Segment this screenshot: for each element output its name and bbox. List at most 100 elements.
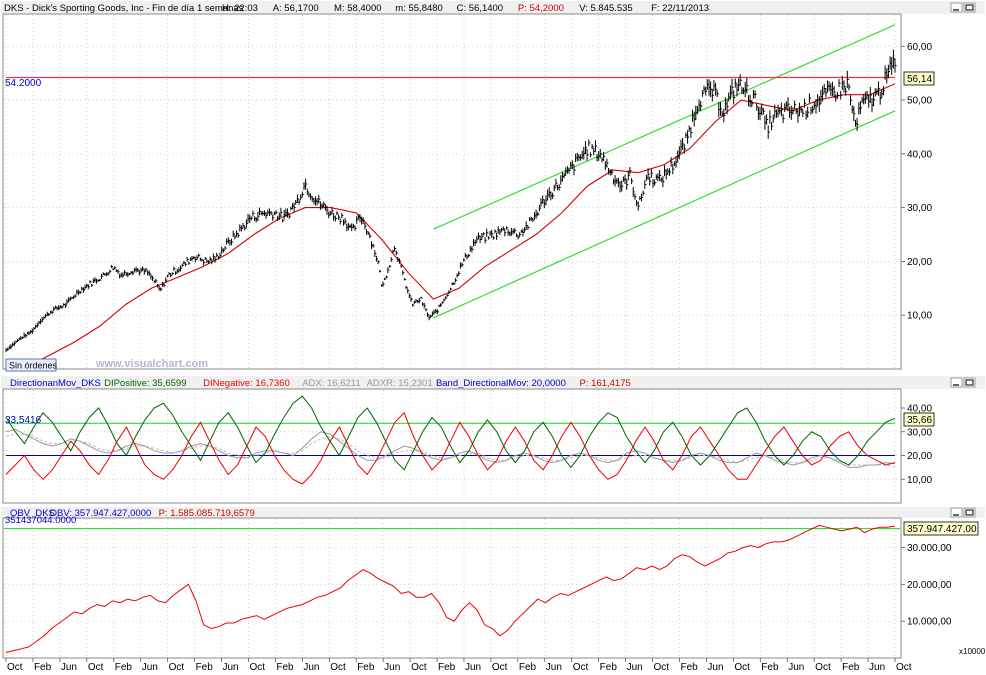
- x-tick-label: Feb: [680, 662, 698, 673]
- maximize-button[interactable]: [963, 377, 976, 388]
- price-y-axis: 10,00 20,00 30,00 40,00 50,00 60,00: [901, 42, 932, 322]
- x-tick-label: Jun: [303, 662, 319, 673]
- x-tick-label: Oct: [249, 662, 265, 673]
- obv-last-value: 357.947.427,00: [907, 524, 977, 535]
- order-status-button[interactable]: [5, 358, 57, 372]
- x-tick-label: Jun: [788, 662, 804, 673]
- x-tick-label: Oct: [896, 662, 912, 673]
- x-tick-label: Oct: [169, 662, 185, 673]
- x-tick-label: Feb: [842, 662, 860, 673]
- price-stat-3: m: 55,8480: [395, 3, 443, 14]
- legend-item-2: DINegative: 16,7360: [203, 378, 290, 389]
- x-tick-label: Oct: [411, 662, 427, 673]
- di-positive-line: [5, 395, 896, 471]
- x-tick-label: Jun: [61, 662, 77, 673]
- price-stat-7: F: 22/11/2013: [651, 3, 709, 14]
- dmi-panel-legend: DirectionanMov_DKS DIPositive: 35,6599 DIN…: [10, 378, 631, 389]
- y-tick-label: 20,00: [907, 451, 932, 462]
- legend-item-6: P: 161,4175: [580, 378, 631, 389]
- legend-item-0: OBV_DKS: [10, 508, 55, 519]
- x-tick-label: Feb: [761, 662, 779, 673]
- x-tick-label: Oct: [88, 662, 104, 673]
- x-axis: Oct Feb Jun Oct Feb Jun Oct Feb Jun Oct Feb Jun Oct F…: [3, 657, 912, 673]
- maximize-icon: [965, 509, 974, 516]
- price-panel-header: [1, 1, 985, 14]
- x-tick-label: Feb: [276, 662, 294, 673]
- obv-grid: [4, 519, 900, 657]
- price-panel: DKS - Dick's Sporting Goods, Inc - Fin d…: [1, 1, 985, 372]
- price-stat-4: C: 56,1400: [457, 3, 503, 14]
- price-stat-0: H: 22:03: [222, 3, 258, 14]
- price-last-value: 56,14: [907, 74, 932, 85]
- x-tick-label: Jun: [707, 662, 723, 673]
- legend-item-3: ADX: 16,6211: [302, 378, 360, 389]
- y-tick-label: 40,00: [907, 404, 932, 415]
- x-tick-label: Oct: [573, 662, 589, 673]
- legend-item-0: DirectionanMov_DKS: [10, 378, 101, 389]
- x-tick-label: Jun: [869, 662, 885, 673]
- y-tick-label: 50,00: [907, 96, 932, 107]
- y-tick-label: 20.000,00: [907, 580, 952, 591]
- x-tick-label: Oct: [7, 662, 23, 673]
- obv-panel-window-buttons[interactable]: [950, 507, 976, 518]
- obv-y-axis: 10.000,00 20.000,00 30.000,00: [901, 543, 952, 628]
- x-tick-label: Oct: [654, 662, 670, 673]
- dmi-reference-label: 33,5416: [5, 415, 42, 426]
- x-tick-label: Jun: [627, 662, 643, 673]
- price-panel-title: DKS - Dick's Sporting Goods, Inc - Fin d…: [4, 3, 244, 14]
- y-tick-label: 10,00: [907, 311, 932, 322]
- x-tick-label: Oct: [734, 662, 750, 673]
- dmi-y-axis: 10,00 20,00 30,00 40,00: [901, 404, 932, 486]
- dmi-panel-window-buttons[interactable]: [950, 377, 976, 388]
- y-tick-label: 10.000,00: [907, 617, 952, 628]
- obv-reference-label: 351437044.0000: [5, 515, 76, 526]
- x-tick-label: Oct: [492, 662, 508, 673]
- minimize-button[interactable]: [950, 377, 963, 388]
- x-tick-label: Jun: [142, 662, 158, 673]
- dmi-lines: [5, 395, 896, 485]
- watermark: www.visualchart.com: [95, 358, 208, 370]
- dmi-plot-frame: [2, 388, 902, 504]
- price-grid: [4, 15, 900, 368]
- obv-last-value-box: [903, 521, 979, 536]
- x-tick-label: Feb: [357, 662, 375, 673]
- obv-panel-header: [1, 507, 985, 518]
- x-tick-label: Jun: [384, 662, 400, 673]
- price-stat-6: V: 5.845.535: [579, 3, 633, 14]
- price-panel-window-buttons[interactable]: [950, 2, 976, 13]
- legend-item-1: DIPositive: 35,6599: [104, 378, 186, 389]
- legend-item-4: ADXR: 15,2301: [367, 378, 433, 389]
- maximize-button[interactable]: [963, 2, 976, 13]
- legend-item-5: Band_DirectionalMov: 20,0000: [436, 378, 566, 389]
- x-tick-label: Feb: [196, 662, 214, 673]
- di-negative-line: [5, 411, 896, 485]
- price-stat-5: P: 54,2000: [518, 3, 564, 14]
- price-reference-label: 54.2000: [5, 78, 42, 89]
- y-tick-label: 10,00: [907, 475, 932, 486]
- minimize-button[interactable]: [950, 507, 963, 518]
- y-tick-label: 60,00: [907, 42, 932, 53]
- dmi-last-value: 35,66: [907, 415, 932, 426]
- adx-line: [5, 428, 896, 468]
- y-tick-label: 30.000,00: [907, 543, 952, 554]
- obv-lines: [4, 524, 900, 653]
- price-panel-stats: H: 22:03 A: 56,1700 M: 58,4000 m: 55,8480 C:…: [222, 3, 709, 14]
- maximize-icon: [965, 379, 974, 386]
- x-tick-label: Oct: [330, 662, 346, 673]
- legend-item-2: P: 1.585.085.719,6579: [159, 508, 255, 519]
- minimize-button[interactable]: [950, 2, 963, 13]
- price-bars: [5, 49, 897, 353]
- maximize-button[interactable]: [963, 507, 976, 518]
- x-tick-label: Feb: [519, 662, 537, 673]
- dmi-panel-header: [1, 376, 985, 389]
- x-tick-label: Feb: [438, 662, 456, 673]
- x-tick-label: Feb: [34, 662, 52, 673]
- obv-line: [5, 524, 896, 653]
- price-stat-1: A: 56,1700: [273, 3, 319, 14]
- price-bar-series: [5, 49, 897, 353]
- y-tick-label: 30,00: [907, 427, 932, 438]
- channel-upper-line: [433, 24, 896, 230]
